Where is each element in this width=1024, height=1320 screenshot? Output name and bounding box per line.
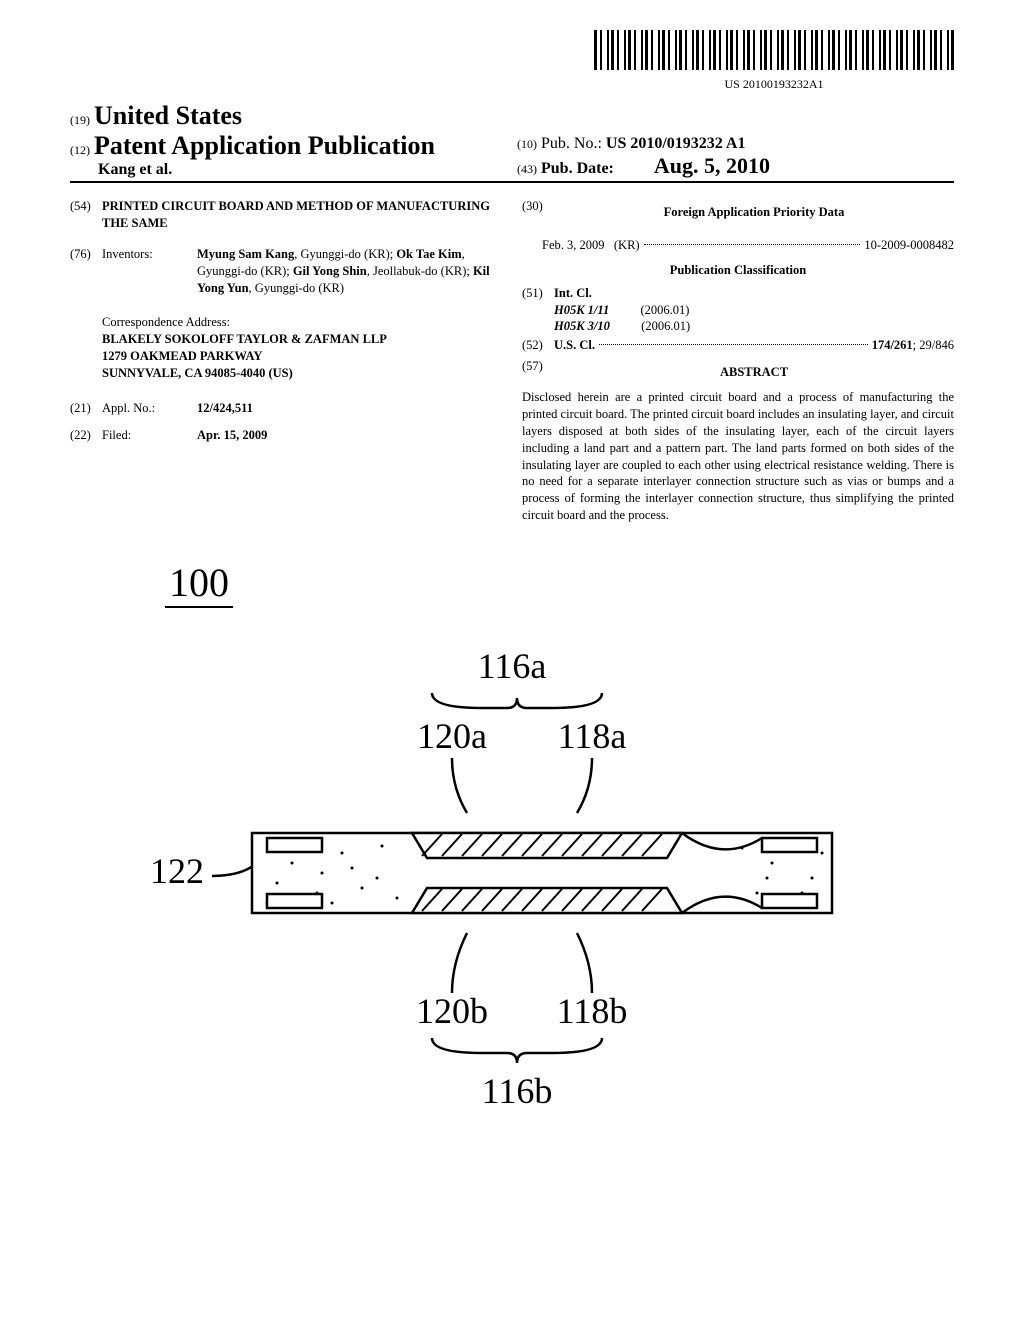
right-column: (30) Foreign Application Priority Data F… bbox=[522, 198, 954, 524]
foreign-num: 10-2009-0008482 bbox=[864, 237, 954, 254]
inventors-label: Inventors: bbox=[102, 246, 197, 297]
body-columns: (54) PRINTED CIRCUIT BOARD AND METHOD OF… bbox=[70, 198, 954, 524]
pub-no-code: (10) bbox=[517, 137, 537, 151]
corr-label: Correspondence Address: bbox=[102, 314, 502, 331]
foreign-date: Feb. 3, 2009 bbox=[542, 237, 605, 254]
label-118b: 118b bbox=[557, 991, 628, 1031]
pub-date-code: (43) bbox=[517, 162, 537, 176]
abstract-code: (57) bbox=[522, 358, 554, 387]
intcl-2-year: (2006.01) bbox=[641, 319, 690, 333]
country: United States bbox=[94, 101, 242, 130]
filed-date: Apr. 15, 2009 bbox=[197, 428, 267, 442]
intcl-1-year: (2006.01) bbox=[640, 303, 689, 317]
inventors: Myung Sam Kang, Gyunggi-do (KR); Ok Tae … bbox=[197, 246, 502, 297]
pub-type-code: (12) bbox=[70, 143, 90, 157]
appl-code: (21) bbox=[70, 400, 102, 417]
abstract-heading: ABSTRACT bbox=[554, 364, 954, 381]
abstract-text: Disclosed herein are a printed circuit b… bbox=[522, 389, 954, 524]
header: (19) United States (12) Patent Applicati… bbox=[70, 101, 954, 183]
patent-diagram: 116a 120a 118a 122 bbox=[122, 638, 902, 1158]
pub-type: Patent Application Publication bbox=[94, 131, 435, 160]
correspondence-block: Correspondence Address: BLAKELY SOKOLOFF… bbox=[102, 314, 502, 382]
pub-date: Aug. 5, 2010 bbox=[654, 153, 770, 178]
classification-heading: Publication Classification bbox=[522, 262, 954, 279]
label-116a: 116a bbox=[478, 646, 547, 686]
barcode-block: US 20100193232A1 bbox=[70, 30, 954, 93]
filed-label: Filed: bbox=[102, 427, 197, 444]
figure-block: 100 116a 120a 118a 122 bbox=[70, 559, 954, 1158]
intcl-code: (51) bbox=[522, 285, 554, 336]
dotted-line-2 bbox=[599, 344, 868, 345]
filed-code: (22) bbox=[70, 427, 102, 444]
label-120b: 120b bbox=[416, 991, 488, 1031]
pub-no: US 2010/0193232 A1 bbox=[606, 135, 746, 152]
pub-no-label: Pub. No.: bbox=[541, 135, 602, 152]
uscl-val: 174/261; 29/846 bbox=[872, 337, 954, 354]
corr-name: BLAKELY SOKOLOFF TAYLOR & ZAFMAN LLP bbox=[102, 331, 502, 348]
foreign-code: (30) bbox=[522, 198, 554, 227]
appl-no: 12/424,511 bbox=[197, 401, 253, 415]
authors: Kang et al. bbox=[98, 161, 172, 178]
uscl-label: U.S. Cl. bbox=[554, 337, 595, 354]
uscl-code: (52) bbox=[522, 337, 554, 354]
label-120a: 120a bbox=[417, 716, 487, 756]
label-118a: 118a bbox=[558, 716, 627, 756]
foreign-country: (KR) bbox=[614, 237, 640, 254]
intcl-label: Int. Cl. bbox=[554, 286, 592, 300]
barcode-graphic bbox=[594, 30, 954, 70]
corr-street: 1279 OAKMEAD PARKWAY bbox=[102, 348, 502, 365]
intcl-1: H05K 1/11 bbox=[554, 303, 609, 317]
invention-title: PRINTED CIRCUIT BOARD AND METHOD OF MANU… bbox=[102, 198, 502, 232]
barcode-number: US 20100193232A1 bbox=[594, 77, 954, 92]
label-116b: 116b bbox=[482, 1071, 553, 1111]
pub-date-label: Pub. Date: bbox=[541, 160, 614, 177]
left-column: (54) PRINTED CIRCUIT BOARD AND METHOD OF… bbox=[70, 198, 502, 524]
corr-city: SUNNYVALE, CA 94085-4040 (US) bbox=[102, 365, 502, 382]
appl-label: Appl. No.: bbox=[102, 400, 197, 417]
figure-ref-100: 100 bbox=[165, 559, 233, 608]
label-122: 122 bbox=[150, 851, 204, 891]
inventors-code: (76) bbox=[70, 246, 102, 297]
foreign-heading: Foreign Application Priority Data bbox=[554, 204, 954, 221]
dotted-line bbox=[644, 244, 861, 245]
country-code: (19) bbox=[70, 113, 90, 127]
intcl-2: H05K 3/10 bbox=[554, 319, 610, 333]
title-code: (54) bbox=[70, 198, 102, 232]
